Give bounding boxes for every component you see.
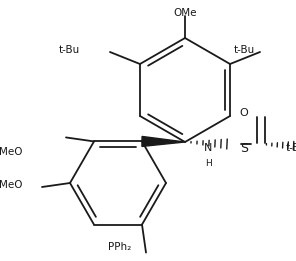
- Text: H: H: [205, 159, 211, 168]
- Text: MeO: MeO: [0, 180, 22, 190]
- Polygon shape: [142, 137, 185, 146]
- Text: MeO: MeO: [0, 147, 22, 157]
- Text: OMe: OMe: [173, 8, 197, 18]
- Text: t-Bu: t-Bu: [286, 143, 296, 153]
- Text: O: O: [240, 108, 248, 118]
- Text: t-Bu: t-Bu: [59, 45, 80, 55]
- Text: N: N: [204, 143, 212, 153]
- Text: S: S: [240, 141, 248, 155]
- Text: PPh₂: PPh₂: [108, 242, 132, 252]
- Text: t-Bu: t-Bu: [234, 45, 255, 55]
